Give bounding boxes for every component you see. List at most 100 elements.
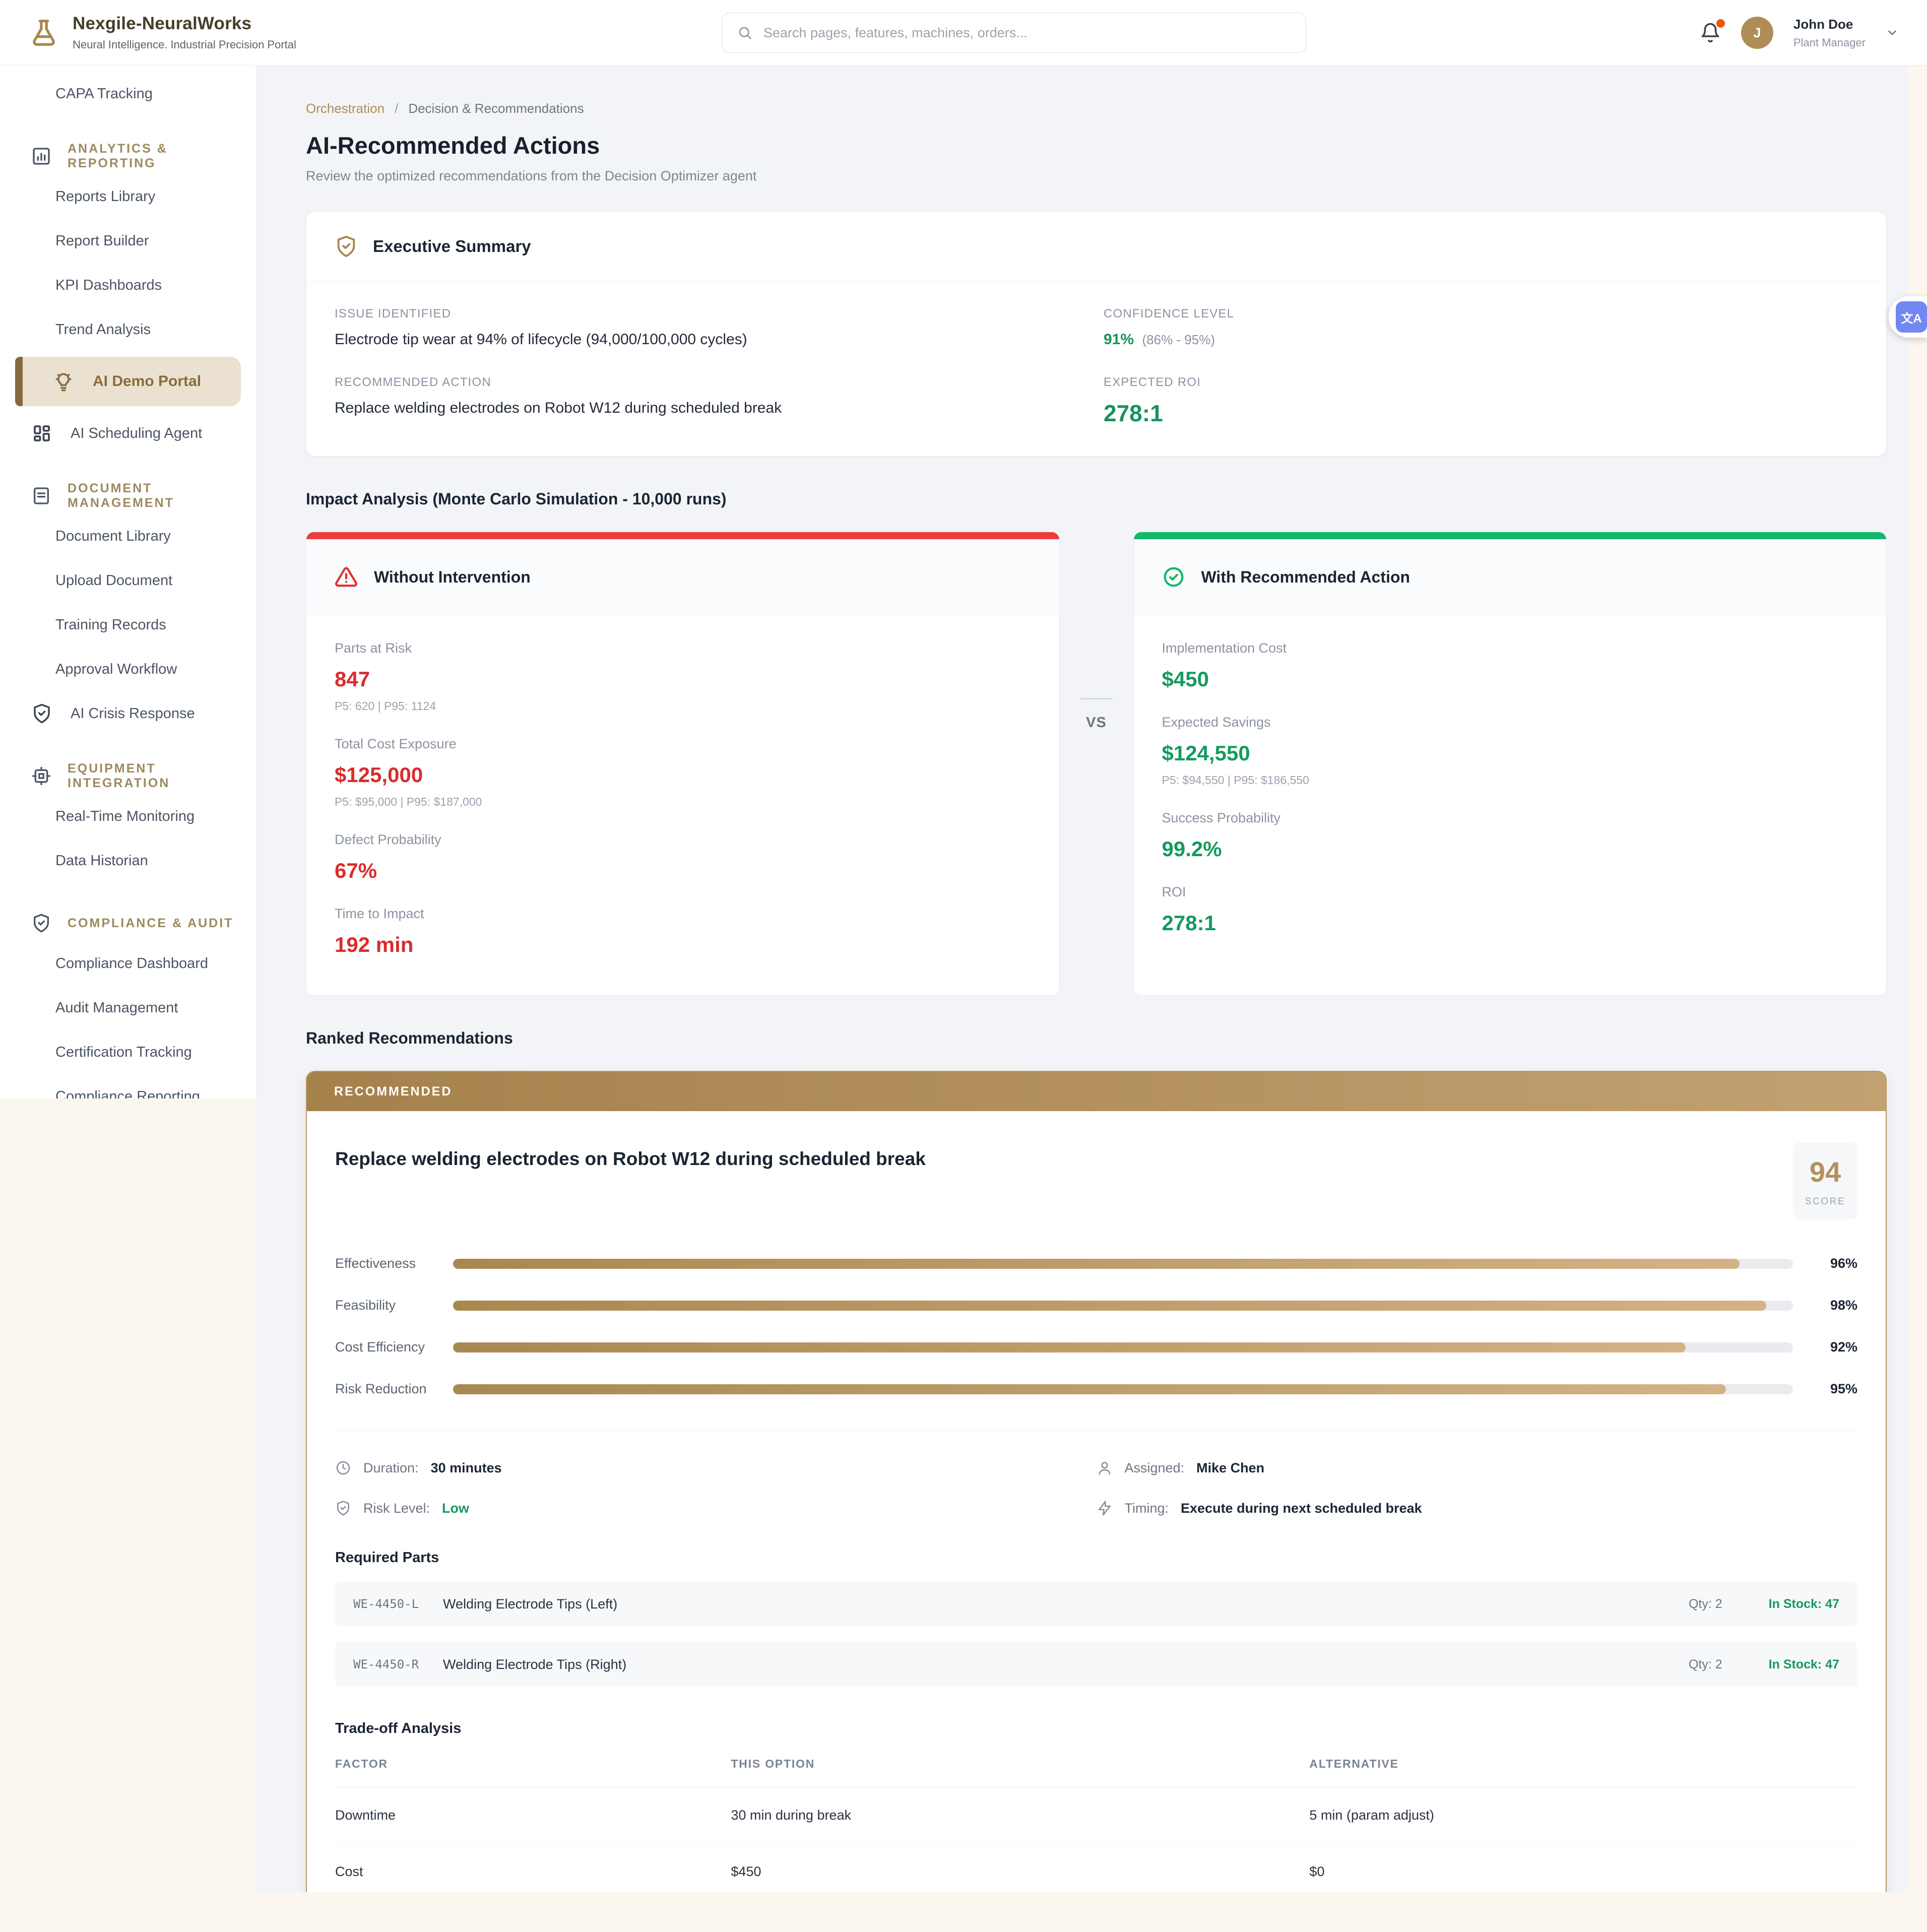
user-info: John Doe Plant Manager	[1793, 17, 1866, 49]
sidebar-item-label: Certification Tracking	[55, 1044, 192, 1061]
tradeoff-cell: 30 min during break	[731, 1808, 1309, 1823]
app-subtitle: Neural Intelligence. Industrial Precisio…	[73, 38, 296, 51]
breadcrumb: Orchestration / Decision & Recommendatio…	[306, 101, 1887, 116]
bar-label: Cost Efficiency	[335, 1339, 453, 1355]
lightning-icon	[1097, 1500, 1113, 1516]
issue-value: Electrode tip wear at 94% of lifecycle (…	[335, 331, 1104, 348]
sidebar-item-certification-tracking[interactable]: Certification Tracking	[0, 1030, 256, 1074]
sidebar-item-ai-crisis-response[interactable]: AI Crisis Response	[0, 691, 256, 736]
vs-divider: VS	[1060, 532, 1133, 996]
sidebar-section-label: ANALYTICS & REPORTING	[68, 142, 256, 171]
tradeoff-cell: Downtime	[335, 1808, 731, 1823]
sidebar-item-label: Report Builder	[55, 233, 149, 249]
notifications-button[interactable]	[1700, 22, 1721, 43]
meta-label: Assigned:	[1125, 1460, 1185, 1476]
sidebar-item-approval-workflow[interactable]: Approval Workflow	[0, 647, 256, 691]
bar-value: 98%	[1812, 1298, 1857, 1313]
sidebar-item-data-historian[interactable]: Data Historian	[0, 839, 256, 883]
meta-timing: Timing: Execute during next scheduled br…	[1097, 1500, 1858, 1516]
chevron-down-icon[interactable]	[1886, 26, 1899, 39]
recommended-card: RECOMMENDED Replace welding electrodes o…	[306, 1071, 1887, 1892]
part-code: WE-4450-L	[353, 1597, 419, 1611]
executive-summary-card: Executive Summary ISSUE IDENTIFIED Elect…	[306, 211, 1887, 457]
shield-small-icon	[335, 1500, 351, 1516]
part-qty: Qty: 2	[1689, 1597, 1722, 1612]
clock-icon	[335, 1460, 351, 1476]
sidebar-item-trend-analysis[interactable]: Trend Analysis	[0, 307, 256, 352]
sidebar: CAPA Tracking ANALYTICS & REPORTING Repo…	[0, 66, 256, 1099]
sidebar-item-kpi-dashboards[interactable]: KPI Dashboards	[0, 263, 256, 307]
metric-sub: P5: $94,550 | P95: $186,550	[1162, 774, 1858, 787]
flask-logo-icon	[28, 17, 59, 48]
metric-label: Implementation Cost	[1162, 640, 1858, 656]
table-row: Downtime 30 min during break 5 min (para…	[335, 1787, 1857, 1844]
shield-icon	[31, 913, 51, 933]
meta-label: Timing:	[1125, 1501, 1169, 1516]
sidebar-item-compliance-dashboard[interactable]: Compliance Dashboard	[0, 941, 256, 986]
tradeoff-cell: $0	[1309, 1864, 1857, 1880]
metric-defect-probability: Defect Probability 67%	[335, 832, 1031, 883]
search-input[interactable]	[763, 25, 1291, 41]
metric-value: 278:1	[1162, 911, 1858, 935]
sidebar-item-ai-scheduling-agent[interactable]: AI Scheduling Agent	[0, 411, 256, 456]
translate-widget[interactable]: 文A	[1889, 296, 1927, 338]
expected-roi-block: EXPECTED ROI 278:1	[1104, 375, 1858, 427]
metric-total-cost-exposure: Total Cost Exposure $125,000 P5: $95,000…	[335, 736, 1031, 809]
sidebar-item-compliance-reporting[interactable]: Compliance Reporting	[0, 1074, 256, 1099]
global-search[interactable]	[722, 13, 1306, 53]
sidebar-section-label: DOCUMENT MANAGEMENT	[68, 481, 256, 510]
sidebar-item-capa-tracking[interactable]: CAPA Tracking	[0, 72, 256, 116]
sidebar-item-document-library[interactable]: Document Library	[0, 514, 256, 558]
sidebar-section-analytics-reporting: ANALYTICS & REPORTING	[0, 138, 256, 174]
sidebar-section-label: EQUIPMENT INTEGRATION	[68, 761, 256, 791]
issue-label: ISSUE IDENTIFIED	[335, 307, 1104, 321]
sidebar-item-label: AI Crisis Response	[71, 705, 195, 722]
bar-label: Risk Reduction	[335, 1381, 453, 1397]
bar-row-cost-efficiency: Cost Efficiency 92%	[335, 1339, 1857, 1355]
metric-value: 99.2%	[1162, 837, 1858, 861]
sidebar-item-report-builder[interactable]: Report Builder	[0, 219, 256, 263]
score-label: SCORE	[1793, 1196, 1857, 1207]
with-recommended-action-card: With Recommended Action Implementation C…	[1133, 532, 1887, 996]
bar-label: Feasibility	[335, 1298, 453, 1313]
metric-label: Defect Probability	[335, 832, 1031, 848]
active-indicator-bar	[15, 357, 23, 406]
score-box: 94 SCORE	[1793, 1142, 1857, 1219]
part-qty: Qty: 2	[1689, 1657, 1722, 1672]
sidebar-item-label: CAPA Tracking	[55, 86, 153, 102]
recommended-action-title: Replace welding electrodes on Robot W12 …	[335, 1142, 1773, 1170]
sidebar-item-reports-library[interactable]: Reports Library	[0, 174, 256, 219]
notification-dot	[1716, 19, 1725, 28]
metric-label: ROI	[1162, 884, 1858, 900]
breadcrumb-orchestration[interactable]: Orchestration	[306, 101, 384, 116]
meta-value: Low	[442, 1501, 469, 1516]
bar-value: 96%	[1812, 1256, 1857, 1271]
translate-icon[interactable]: 文A	[1896, 301, 1927, 333]
part-row-left: WE-4450-L Welding Electrode Tips (Left) …	[335, 1581, 1857, 1627]
expected-roi-value: 278:1	[1104, 400, 1858, 427]
recommended-action-value: Replace welding electrodes on Robot W12 …	[335, 400, 1104, 417]
with-recommended-action-title: With Recommended Action	[1201, 568, 1410, 587]
page-subtitle: Review the optimized recommendations fro…	[306, 168, 1887, 184]
check-circle-icon	[1162, 565, 1185, 589]
tradeoff-table: FACTOR THIS OPTION ALTERNATIVE Downtime …	[335, 1757, 1857, 1885]
vs-line	[1080, 698, 1113, 699]
confidence-label: CONFIDENCE LEVEL	[1104, 307, 1858, 321]
warning-triangle-icon	[335, 565, 358, 589]
sidebar-section-equipment-integration: EQUIPMENT INTEGRATION	[0, 758, 256, 794]
sidebar-item-training-records[interactable]: Training Records	[0, 603, 256, 647]
sidebar-item-ai-demo-portal[interactable]: AI Demo Portal	[15, 357, 241, 406]
metric-value: $450	[1162, 667, 1858, 691]
table-row: Cost $450 $0	[335, 1844, 1857, 1885]
shield-check-gold-icon	[335, 235, 358, 258]
sidebar-item-real-time-monitoring[interactable]: Real-Time Monitoring	[0, 794, 256, 839]
sidebar-item-label: Compliance Reporting	[55, 1088, 200, 1099]
sidebar-item-upload-document[interactable]: Upload Document	[0, 558, 256, 603]
bar-value: 92%	[1812, 1339, 1857, 1355]
sidebar-item-audit-management[interactable]: Audit Management	[0, 986, 256, 1030]
avatar[interactable]: J	[1741, 17, 1773, 49]
meta-value: Execute during next scheduled break	[1181, 1501, 1422, 1516]
bar-fill	[453, 1301, 1766, 1311]
person-icon	[1097, 1460, 1113, 1476]
bar-fill	[453, 1259, 1740, 1269]
